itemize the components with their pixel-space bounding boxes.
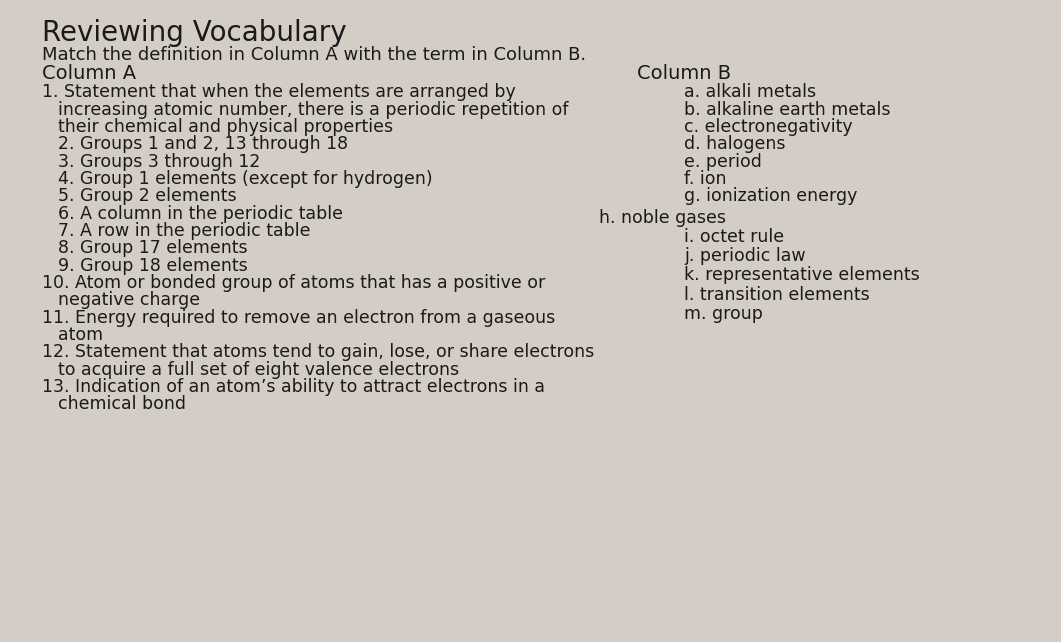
Text: 10. Atom or bonded group of atoms that has a positive or: 10. Atom or bonded group of atoms that h… <box>42 274 545 292</box>
Text: 12. Statement that atoms tend to gain, lose, or share electrons: 12. Statement that atoms tend to gain, l… <box>42 343 594 361</box>
Text: f. ion: f. ion <box>684 170 727 188</box>
Text: k. representative elements: k. representative elements <box>684 266 920 284</box>
Text: atom: atom <box>58 326 104 344</box>
Text: 13. Indication of an atom’s ability to attract electrons in a: 13. Indication of an atom’s ability to a… <box>42 378 545 396</box>
Text: 5. Group 2 elements: 5. Group 2 elements <box>58 187 237 205</box>
Text: Column A: Column A <box>42 64 137 83</box>
Text: 7. A row in the periodic table: 7. A row in the periodic table <box>58 222 311 240</box>
Text: d. halogens: d. halogens <box>684 135 786 153</box>
Text: Match the definition in Column A with the term in Column B.: Match the definition in Column A with th… <box>42 46 587 64</box>
Text: g. ionization energy: g. ionization energy <box>684 187 857 205</box>
Text: h. noble gases: h. noble gases <box>599 209 727 227</box>
Text: 8. Group 17 elements: 8. Group 17 elements <box>58 239 248 257</box>
Text: 9. Group 18 elements: 9. Group 18 elements <box>58 257 248 275</box>
Text: 11. Energy required to remove an electron from a gaseous: 11. Energy required to remove an electro… <box>42 309 556 327</box>
Text: 2. Groups 1 and 2, 13 through 18: 2. Groups 1 and 2, 13 through 18 <box>58 135 348 153</box>
Text: their chemical and physical properties: their chemical and physical properties <box>58 118 394 136</box>
Text: a. alkali metals: a. alkali metals <box>684 83 817 101</box>
Text: increasing atomic number, there is a periodic repetition of: increasing atomic number, there is a per… <box>58 101 569 119</box>
Text: 4. Group 1 elements (except for hydrogen): 4. Group 1 elements (except for hydrogen… <box>58 170 433 188</box>
Text: b. alkaline earth metals: b. alkaline earth metals <box>684 101 891 119</box>
Text: 1. Statement that when the elements are arranged by: 1. Statement that when the elements are … <box>42 83 517 101</box>
Text: to acquire a full set of eight valence electrons: to acquire a full set of eight valence e… <box>58 361 459 379</box>
Text: chemical bond: chemical bond <box>58 395 187 413</box>
Text: negative charge: negative charge <box>58 291 201 309</box>
Text: Reviewing Vocabulary: Reviewing Vocabulary <box>42 19 347 48</box>
Text: 3. Groups 3 through 12: 3. Groups 3 through 12 <box>58 153 261 171</box>
Text: l. transition elements: l. transition elements <box>684 286 870 304</box>
Text: Column B: Column B <box>637 64 731 83</box>
Text: i. octet rule: i. octet rule <box>684 228 784 246</box>
Text: c. electronegativity: c. electronegativity <box>684 118 853 136</box>
Text: 6. A column in the periodic table: 6. A column in the periodic table <box>58 205 344 223</box>
Text: m. group: m. group <box>684 305 763 323</box>
Text: j. periodic law: j. periodic law <box>684 247 806 265</box>
Text: e. period: e. period <box>684 153 762 171</box>
